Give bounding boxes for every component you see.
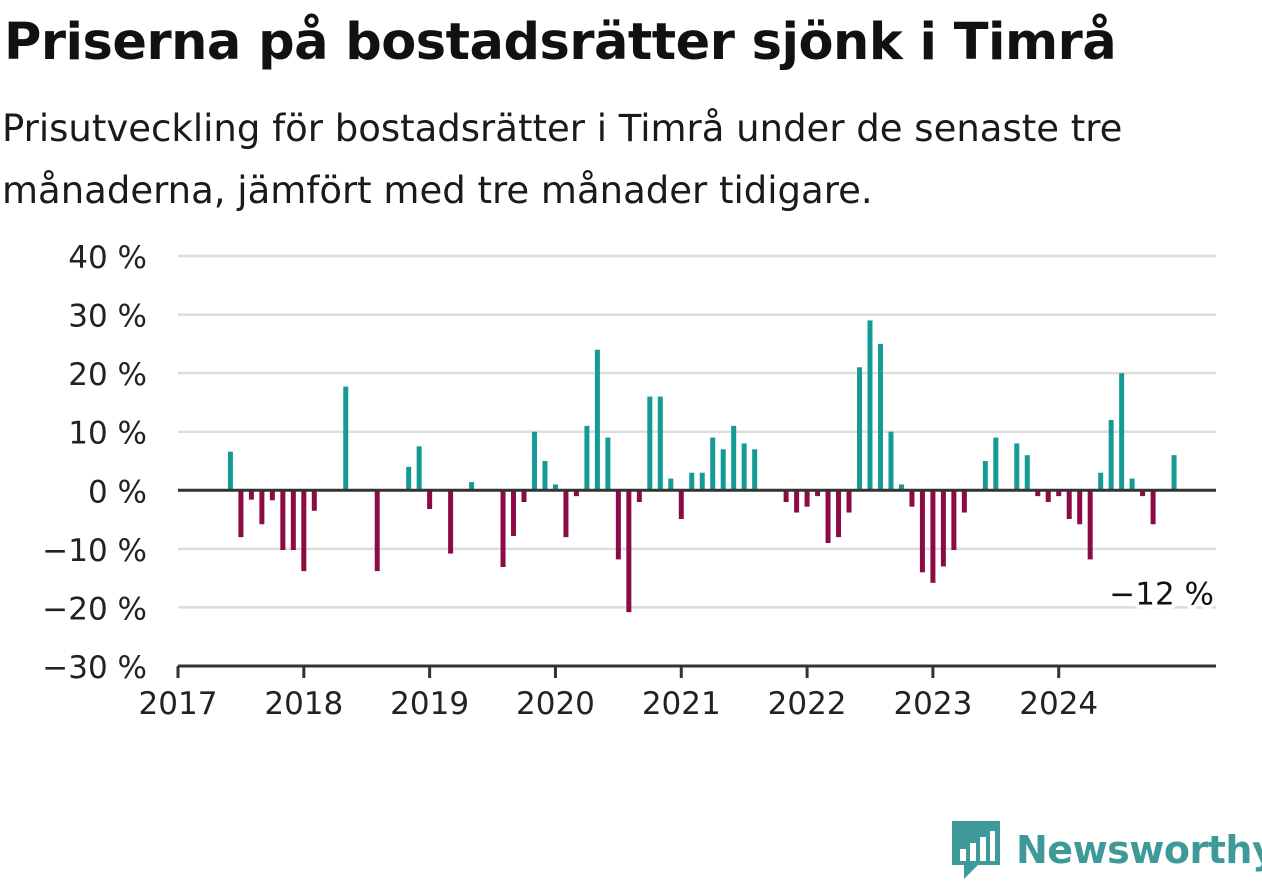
bar [857, 367, 863, 491]
bar [615, 490, 621, 560]
bar [741, 443, 747, 491]
bar [605, 437, 611, 491]
x-tick-label: 2023 [893, 686, 972, 722]
bar [825, 490, 831, 543]
bar [752, 449, 758, 491]
bar [1014, 443, 1020, 491]
bar [1171, 455, 1177, 491]
bar [1035, 490, 1041, 497]
x-tick-label: 2024 [1019, 686, 1098, 722]
x-tick-label: 2021 [642, 686, 721, 722]
bar [552, 484, 558, 491]
y-tick-label: 10 % [68, 416, 147, 452]
y-tick-label: 30 % [68, 299, 147, 335]
bar [469, 482, 475, 491]
bar [804, 490, 810, 507]
brand-name: Newsworthy [1016, 828, 1262, 872]
bar [227, 451, 233, 491]
bar [993, 437, 999, 491]
x-tick-label: 2019 [390, 686, 469, 722]
bar [1108, 420, 1114, 491]
bar [1119, 373, 1125, 491]
bar [594, 349, 600, 491]
bar [269, 490, 275, 501]
x-tick-label: 2022 [768, 686, 847, 722]
y-tick-label: 20 % [68, 357, 147, 393]
newsworthy-logo-icon [952, 821, 1000, 879]
bar [846, 490, 852, 513]
bar [898, 484, 904, 491]
bar [1066, 490, 1072, 519]
bar [531, 431, 537, 491]
last-value-label: −12 % [1109, 577, 1214, 613]
bar [961, 490, 967, 513]
bar [563, 490, 569, 538]
bar [867, 320, 873, 491]
bar [815, 490, 821, 497]
bar [647, 396, 653, 491]
bar [689, 472, 695, 491]
bar [1129, 478, 1135, 491]
bar [678, 490, 684, 519]
bar [710, 437, 716, 491]
bar [406, 466, 412, 491]
y-tick-label: −30 % [42, 650, 147, 686]
bar [636, 490, 642, 502]
bar [573, 490, 579, 497]
bar [521, 490, 527, 502]
bar [668, 478, 674, 491]
bar [888, 431, 894, 491]
bar [1150, 490, 1156, 525]
bar [1098, 472, 1104, 491]
y-tick-label: 40 % [68, 240, 147, 276]
x-tick-label: 2018 [264, 686, 343, 722]
chart-subtitle: Prisutveckling för bostadsrätter i Timrå… [2, 107, 1123, 212]
bar [731, 425, 737, 491]
bar [311, 490, 317, 511]
bar [511, 490, 517, 536]
bar [982, 461, 988, 491]
bar [1077, 490, 1083, 525]
chart-title: Priserna på bostadsrätter sjönk i Timrå [4, 13, 1117, 72]
bar [657, 396, 663, 491]
x-tick-label: 2017 [139, 686, 218, 722]
bar [951, 490, 957, 551]
bar [720, 449, 726, 491]
bar [542, 461, 548, 491]
bar [427, 490, 433, 510]
bar [259, 490, 265, 525]
bar [909, 490, 915, 507]
bar [836, 490, 842, 538]
y-tick-label: −20 % [42, 591, 147, 627]
bar [940, 490, 946, 567]
bar [448, 490, 454, 554]
x-tick-label: 2020 [516, 686, 595, 722]
bar [416, 446, 422, 491]
bar [1024, 455, 1030, 491]
bar [343, 386, 349, 491]
bar [699, 472, 705, 491]
bar [238, 490, 244, 538]
bar [930, 490, 936, 583]
bar [290, 490, 296, 551]
bar [374, 490, 380, 572]
bar [877, 343, 883, 491]
bar [626, 490, 632, 613]
bar [280, 490, 286, 551]
bar [919, 490, 925, 573]
bar [1056, 490, 1062, 497]
bar [1140, 490, 1146, 497]
bar [794, 490, 800, 513]
bar [783, 490, 789, 502]
bar [500, 490, 506, 568]
bar [1045, 490, 1051, 502]
brand-logo: Newsworthy [950, 818, 1262, 882]
bar [248, 490, 254, 500]
y-tick-label: −10 % [42, 533, 147, 569]
bar [1087, 490, 1093, 560]
y-tick-label: 0 % [88, 474, 147, 510]
bar [301, 490, 307, 572]
bar [584, 425, 590, 491]
